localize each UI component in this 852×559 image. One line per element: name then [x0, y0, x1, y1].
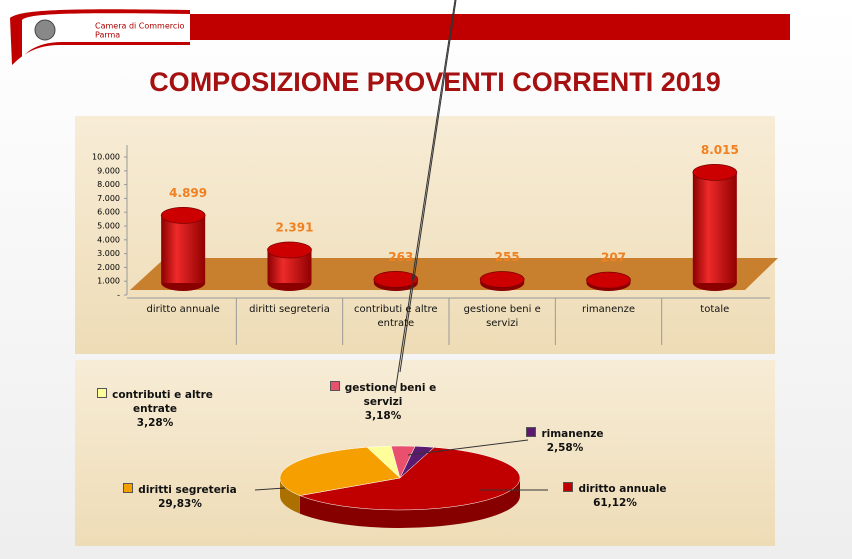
y-tick-label: 8.000: [97, 180, 120, 189]
slice: [279, 446, 401, 496]
y-tick-label: 1.000: [97, 277, 120, 286]
bar: [161, 215, 206, 283]
pie-category: gestione beni e servizi: [344, 382, 437, 408]
pie-value-label: 3,28%: [136, 417, 174, 429]
value-label: 2.391: [276, 221, 314, 235]
y-tick-label: 3.000: [97, 249, 120, 258]
logo: [34, 19, 56, 41]
x-tick-label: diritto annuale: [146, 304, 220, 315]
bar-top: [479, 271, 525, 288]
pie-value-label: 2,58%: [546, 442, 584, 454]
value-label: 263: [388, 250, 413, 264]
bar-top: [267, 241, 312, 259]
legend-swatch: [123, 483, 134, 493]
y-tick-label: -: [117, 291, 120, 300]
legend-swatch: [329, 381, 340, 391]
value-label: 207: [601, 251, 626, 265]
logo-area: [22, 13, 190, 58]
bar-top: [692, 164, 738, 181]
legend-swatch: [526, 427, 537, 437]
legend-swatch: [563, 482, 574, 492]
pie-label: diritti segreteria 29,83%: [100, 483, 260, 511]
leader-line: [394, 0, 456, 394]
y-tick-label: 6.000: [97, 208, 120, 217]
header-bar: [190, 14, 790, 40]
pie-label: gestione beni e servizi 3,18%: [318, 381, 448, 423]
slice-side: [280, 478, 300, 514]
leader-line: [254, 487, 286, 491]
x-tick-label: diritti segreteria: [249, 304, 330, 315]
org: Camera di Commercio: [95, 22, 185, 31]
value-label: 255: [495, 250, 520, 264]
city: Parma: [95, 31, 120, 40]
pie-category: diritto annuale: [578, 483, 667, 495]
slice: [298, 447, 521, 511]
y-tick-label: 9.000: [97, 166, 120, 175]
title: COMPOSIZIONE PROVENTI CORRENTI 2019: [149, 67, 721, 97]
pie-value-label: 29,83%: [158, 498, 202, 510]
y-tick-label: 2.000: [97, 263, 120, 272]
pie-value-label: 61,12%: [593, 497, 637, 509]
value-label: 4.899: [169, 186, 207, 200]
x-tick-label: contributi e altre entrate: [354, 304, 438, 329]
pie-value-label: 3,18%: [364, 410, 402, 422]
pie-label: diritto annuale 61,12%: [545, 482, 685, 510]
slice-side: [299, 478, 520, 528]
legend-swatch: [97, 388, 108, 398]
y-tick-label: 7.000: [97, 194, 120, 203]
bar-top: [160, 207, 206, 224]
pie-label: contributi e altre entrate 3,28%: [80, 388, 230, 430]
pie-label: rimanenze 2,58%: [505, 427, 625, 455]
x-tick-label: gestione beni e servizi: [463, 304, 541, 329]
leader-line: [407, 439, 529, 456]
bar-top: [586, 271, 631, 289]
pie-category: rimanenze: [541, 428, 604, 440]
leader-line: [399, 0, 457, 373]
x-tick-label: rimanenze: [581, 304, 635, 315]
y-tick-label: 5.000: [97, 222, 120, 231]
bar-top: [373, 271, 419, 288]
pie-category: diritti segreteria: [138, 484, 237, 496]
y-tick-label: 4.000: [97, 235, 120, 244]
y-tick-label: 10.000: [92, 153, 120, 162]
x-tick-label: totale: [700, 304, 730, 315]
pie-category: contributi e altre entrate: [112, 389, 213, 415]
value-label: 8.015: [701, 143, 739, 157]
bar: [692, 172, 737, 283]
floor: [130, 258, 778, 290]
